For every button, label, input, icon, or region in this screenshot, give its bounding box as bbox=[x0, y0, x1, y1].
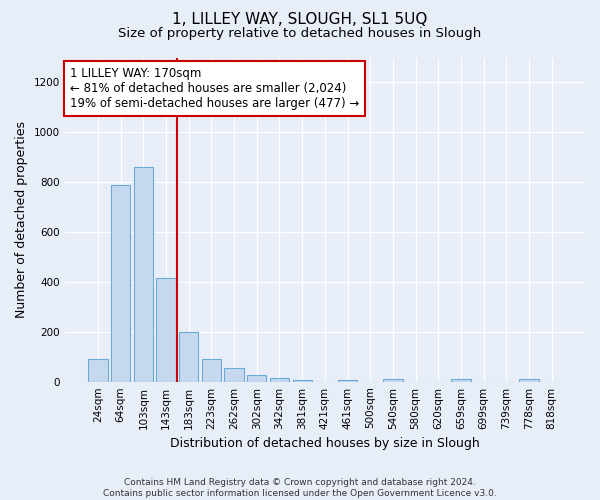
Bar bbox=[157, 278, 176, 382]
Bar bbox=[111, 184, 130, 382]
Bar bbox=[520, 379, 539, 382]
Bar bbox=[179, 332, 199, 382]
Bar bbox=[451, 379, 470, 382]
Bar bbox=[383, 379, 403, 382]
Y-axis label: Number of detached properties: Number of detached properties bbox=[15, 121, 28, 318]
Bar bbox=[134, 167, 153, 382]
Text: 1 LILLEY WAY: 170sqm
← 81% of detached houses are smaller (2,024)
19% of semi-de: 1 LILLEY WAY: 170sqm ← 81% of detached h… bbox=[70, 67, 359, 110]
Bar bbox=[224, 368, 244, 382]
Bar bbox=[338, 380, 357, 382]
Bar bbox=[270, 378, 289, 382]
Text: 1, LILLEY WAY, SLOUGH, SL1 5UQ: 1, LILLEY WAY, SLOUGH, SL1 5UQ bbox=[172, 12, 428, 28]
Bar bbox=[293, 380, 312, 382]
Text: Contains HM Land Registry data © Crown copyright and database right 2024.
Contai: Contains HM Land Registry data © Crown c… bbox=[103, 478, 497, 498]
Bar bbox=[202, 359, 221, 382]
Bar bbox=[88, 359, 107, 382]
Text: Size of property relative to detached houses in Slough: Size of property relative to detached ho… bbox=[118, 28, 482, 40]
Bar bbox=[247, 376, 266, 382]
X-axis label: Distribution of detached houses by size in Slough: Distribution of detached houses by size … bbox=[170, 437, 480, 450]
